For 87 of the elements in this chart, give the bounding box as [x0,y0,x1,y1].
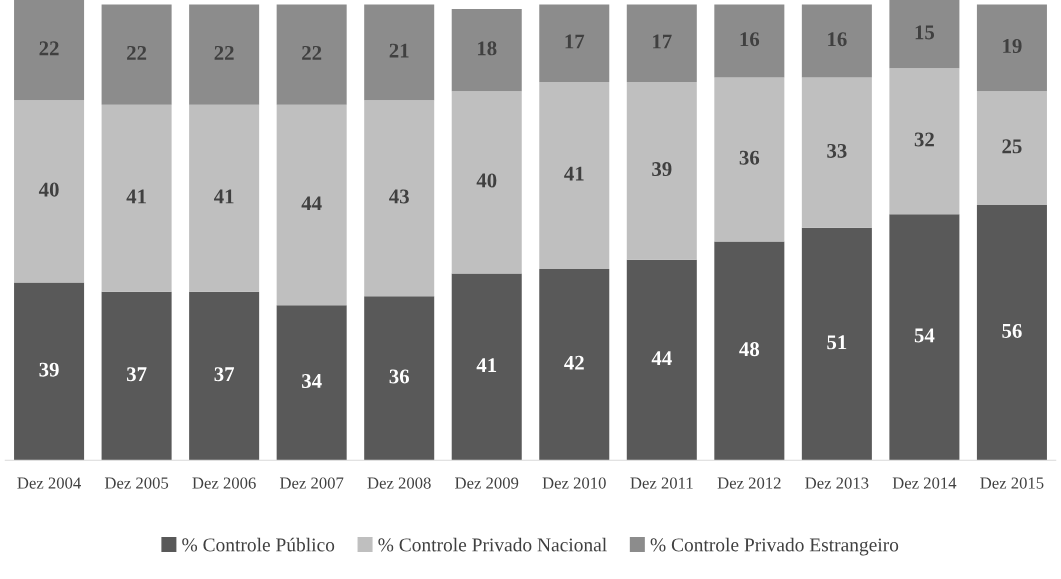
bar [276,104,347,306]
data-label: 43 [389,189,409,204]
bar [539,82,610,269]
bar [626,82,697,260]
bar [276,305,347,461]
x-tick-label: Dez 2005 [104,477,169,489]
x-tick-label: Dez 2006 [192,477,256,489]
bar [14,0,85,101]
x-tick-label: Dez 2004 [17,477,81,489]
data-label: 15 [915,25,935,40]
legend-label: % Controle Privado Nacional [378,537,607,552]
x-tick-label: Dez 2011 [630,477,693,489]
bar [101,291,172,461]
bar [626,259,697,461]
bar [889,0,960,69]
data-label: 34 [302,374,322,389]
data-label: 25 [1002,139,1022,154]
legend-label: % Controle Privado Estrangeiro [650,537,899,556]
data-label: 37 [214,367,235,382]
data-label: 40 [476,173,497,188]
bar [714,77,785,242]
bar [276,4,347,105]
x-tick-label: Dez 2007 [279,477,344,489]
x-tick-label: Dez 2015 [980,477,1044,489]
bar [364,296,435,461]
data-label: 41 [476,358,497,372]
data-label: 17 [653,34,672,49]
data-label: 22 [127,45,147,60]
data-label: 22 [302,45,322,60]
bar [976,91,1047,206]
bar [14,100,85,283]
bar [801,4,872,78]
bar [101,4,172,105]
bar [189,291,260,461]
data-label: 39 [39,362,59,377]
data-label: 42 [564,355,584,370]
bar [451,9,522,92]
x-tick-label: Dez 2012 [717,477,781,489]
bar [889,214,960,461]
data-label: 37 [126,367,147,382]
bar [451,273,522,461]
bar [189,104,260,292]
bar [189,4,260,105]
data-label: 18 [477,41,497,56]
bar [801,227,872,461]
x-tick-label: Dez 2008 [367,477,431,489]
bar [101,104,172,292]
data-label: 21 [389,43,409,58]
bar [14,282,85,461]
bar [451,91,522,274]
data-label: 39 [652,162,672,177]
bar [976,4,1047,92]
bar [364,4,435,101]
bar [626,4,697,83]
data-label: 36 [389,369,410,384]
bar [539,4,610,83]
data-label: 40 [38,182,59,197]
data-label: 36 [739,150,760,165]
data-label: 44 [301,196,322,211]
bar [714,4,785,78]
bar [714,241,785,461]
data-label: 44 [651,351,672,366]
x-tick-label: Dez 2014 [892,477,957,489]
bar [539,268,610,461]
data-label: 41 [214,189,234,204]
data-label: 48 [739,342,760,357]
bar [976,205,1047,461]
legend-label: % Controle Público [182,537,335,552]
data-label: 16 [828,32,847,47]
x-tick-label: Dez 2013 [805,477,869,489]
data-label: 22 [214,45,234,60]
data-label: 33 [827,143,847,158]
data-label: 19 [1003,39,1022,54]
bar [364,100,435,297]
data-label: 16 [740,32,760,47]
x-tick-label: Dez 2010 [542,477,606,489]
data-label: 56 [1002,323,1022,338]
data-label: 22 [39,41,59,56]
data-label: 17 [565,34,585,49]
data-label: 32 [914,132,934,147]
data-label: 51 [827,335,847,350]
data-label: 41 [126,189,146,204]
bar [801,77,872,228]
data-label: 54 [914,328,935,343]
x-tick-label: Dez 2009 [455,477,519,489]
bar [889,68,960,215]
data-label: 41 [564,166,584,181]
